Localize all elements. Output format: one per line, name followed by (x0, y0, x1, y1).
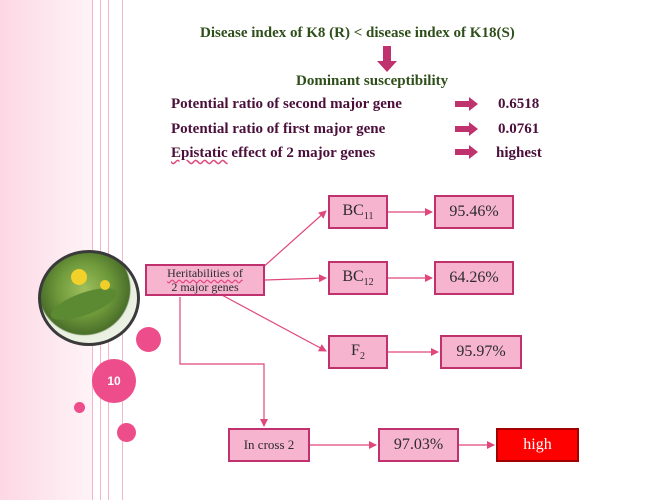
heritabilities-box: Heritabilities of 2 major genes (145, 264, 265, 296)
page-number: 10 (92, 359, 136, 403)
bc11-box: BC11 (328, 195, 388, 229)
bc12-box: BC12 (328, 261, 388, 295)
decor-line (108, 0, 109, 500)
cross-value-box: 97.03% (378, 428, 459, 462)
bc12-value-box: 64.26% (434, 261, 514, 295)
row-value: highest (496, 145, 542, 161)
conclusion-text: Dominant susceptibility (296, 73, 449, 89)
epistatic-word: Epistatic (171, 145, 228, 161)
right-arrow-icon (455, 145, 478, 159)
result-high-box: high (496, 428, 579, 462)
row-label: Potential ratio of first major gene (171, 121, 386, 137)
slide-frame-line (122, 0, 123, 500)
row-label: Potential ratio of second major gene (171, 96, 402, 112)
f2-box: F2 (328, 335, 388, 369)
row-label-rest: effect of 2 major genes (227, 145, 376, 161)
row-value: 0.6518 (498, 96, 540, 112)
bc11-label: BC11 (342, 201, 374, 223)
right-arrow-icon (455, 122, 478, 136)
row-value: 0.0761 (498, 121, 540, 137)
bc12-label: BC12 (342, 267, 374, 289)
slide-title: Disease index of K8 (R) < disease index … (200, 25, 515, 41)
decor-dot (74, 402, 85, 413)
row-label: Epistatic effect of 2 major genes (171, 145, 375, 162)
bc11-value-box: 95.46% (434, 195, 514, 229)
left-decor-band (0, 0, 92, 500)
source-line1: Heritabilities of (167, 266, 243, 280)
f2-label: F2 (351, 341, 365, 363)
decor-line (100, 0, 101, 500)
decor-dot (136, 327, 161, 352)
in-cross-box: In cross 2 (228, 428, 310, 462)
source-line2: 2 major genes (171, 280, 239, 294)
right-arrow-icon (455, 97, 478, 111)
f2-value-box: 95.97% (440, 335, 522, 369)
down-arrow-icon (377, 46, 397, 72)
cucumber-photo (38, 250, 140, 346)
decor-dot (117, 423, 136, 442)
